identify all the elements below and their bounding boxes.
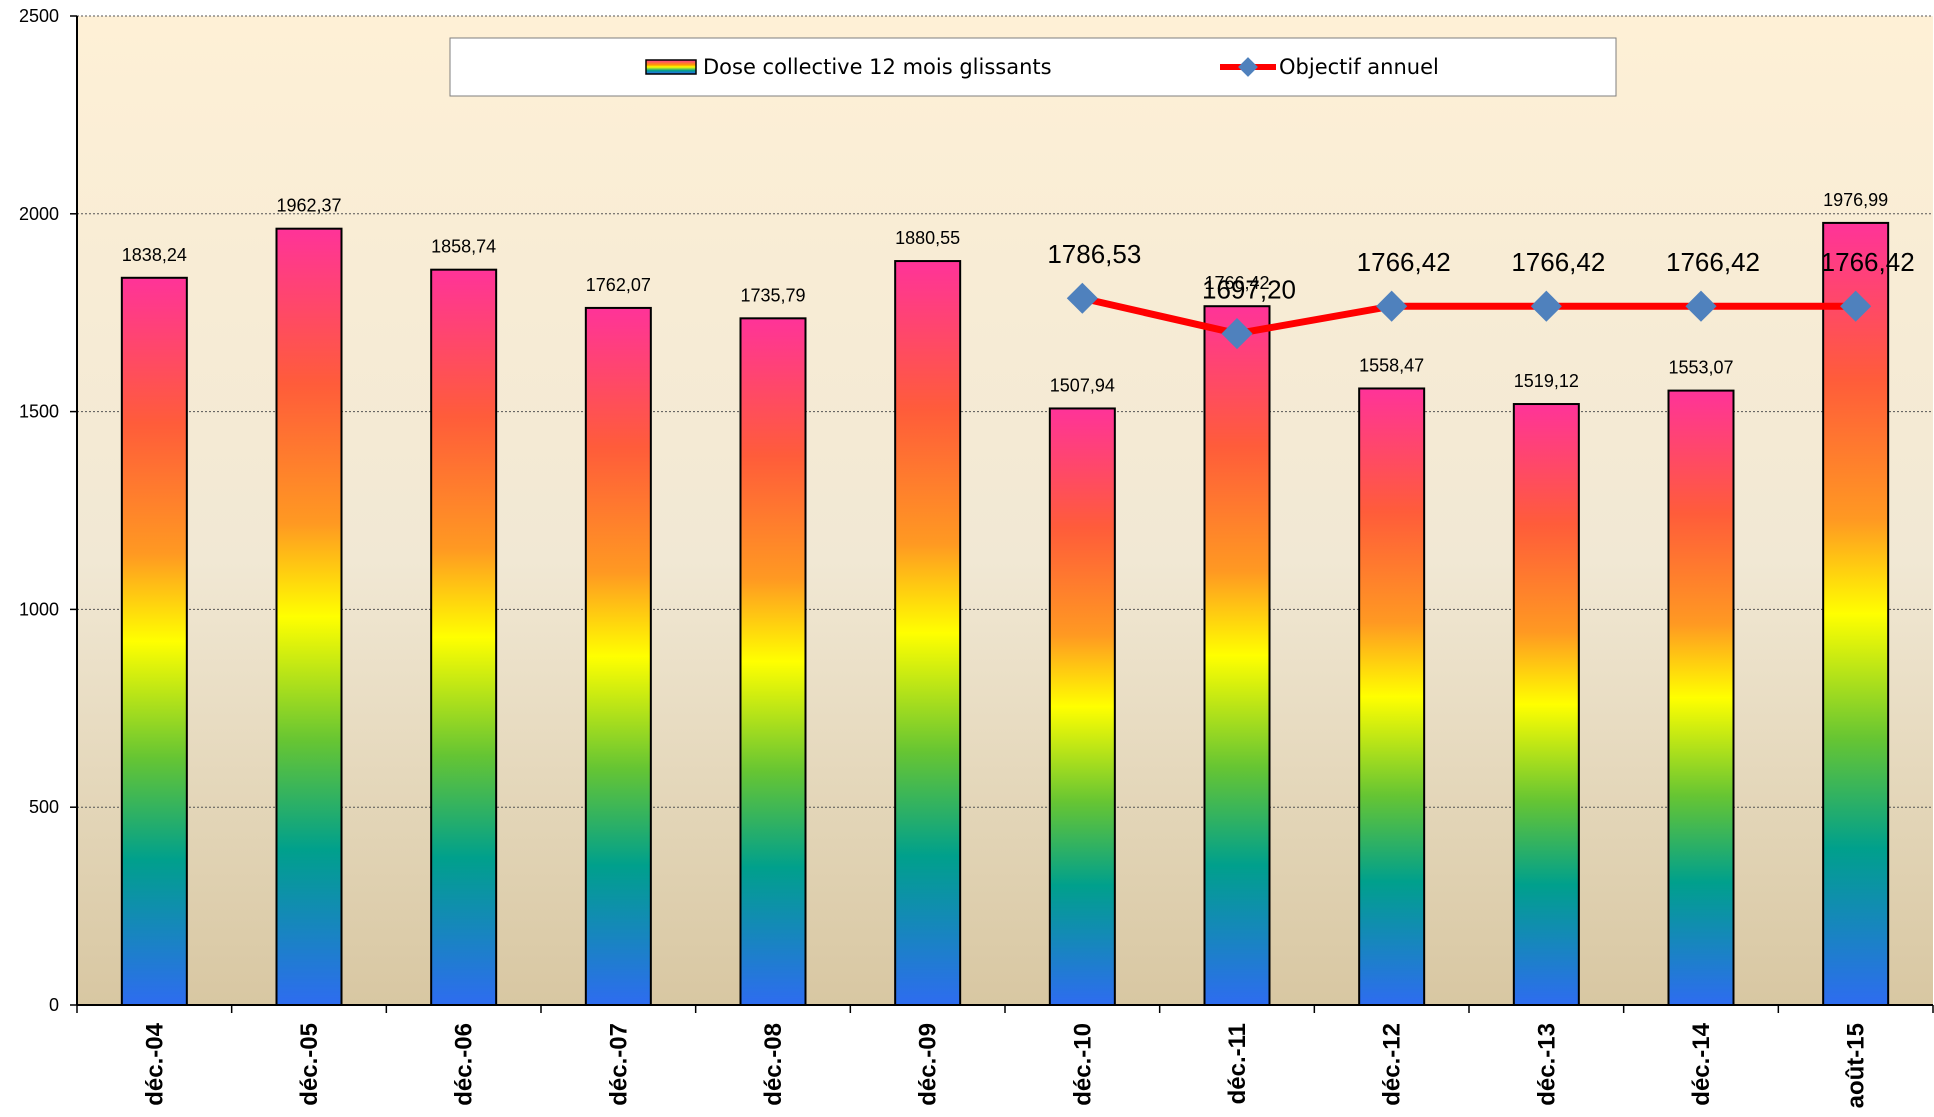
x-tick-label: déc.-06	[451, 1023, 478, 1106]
legend-dose-label: Dose collective 12 mois glissants	[703, 55, 1052, 79]
bar-value-label: 1962,37	[276, 196, 341, 216]
bar	[1205, 306, 1270, 1005]
bar	[895, 261, 960, 1005]
x-tick-label: déc.-05	[296, 1023, 323, 1106]
x-axis: déc.-04 déc.-05 déc.-06 déc.-07 déc.-08 déc.-…	[77, 1005, 1933, 1108]
y-tick-label: 1500	[19, 402, 59, 422]
x-tick-label: déc.-08	[760, 1023, 787, 1106]
bar-value-label: 1507,94	[1050, 375, 1115, 395]
objectif-value-label: 1766,42	[1666, 247, 1760, 277]
objectif-value-label: 1786,53	[1047, 239, 1141, 269]
bar-value-label: 1976,99	[1823, 190, 1888, 210]
y-tick-label: 2000	[19, 204, 59, 224]
bar-value-label: 1858,74	[431, 237, 496, 257]
bar-value-label: 1553,07	[1668, 358, 1733, 378]
bar	[1669, 391, 1734, 1005]
bar-value-label: 1735,79	[740, 285, 805, 305]
bar	[122, 278, 187, 1005]
legend-dose-swatch	[646, 60, 696, 74]
objectif-value-label: 1766,42	[1511, 247, 1605, 277]
x-tick-label: déc.-14	[1688, 1022, 1715, 1105]
x-tick-label: déc.-12	[1379, 1023, 1406, 1106]
bar-value-label: 1558,47	[1359, 355, 1424, 375]
bar	[1514, 404, 1579, 1005]
x-tick-label: déc.-11	[1224, 1023, 1251, 1104]
x-tick-label: déc.-04	[141, 1022, 168, 1105]
y-tick-label: 1000	[19, 599, 59, 619]
legend-objectif-label: Objectif annuel	[1279, 55, 1439, 79]
y-tick-label: 500	[29, 797, 59, 817]
bar	[1823, 223, 1888, 1005]
x-tick-label: déc.-10	[1069, 1023, 1096, 1106]
x-tick-label: déc.-13	[1533, 1023, 1560, 1106]
x-tick-label: déc.-09	[915, 1023, 942, 1106]
legend: Dose collective 12 mois glissants Object…	[450, 38, 1616, 96]
bar	[1050, 408, 1115, 1005]
objectif-value-label: 1766,42	[1357, 247, 1451, 277]
bar	[741, 318, 806, 1005]
y-axis: 0 500 1000 1500 2000 2500	[19, 6, 77, 1015]
plot-area	[77, 16, 1933, 1005]
objectif-value-label: 1766,42	[1821, 247, 1915, 277]
bar	[586, 308, 651, 1005]
bar-value-label: 1762,07	[586, 275, 651, 295]
bar	[1359, 388, 1424, 1005]
objectif-value-label: 1697,20	[1202, 275, 1296, 305]
y-tick-label: 2500	[19, 6, 59, 26]
bar-value-label: 1519,12	[1514, 371, 1579, 391]
bar	[277, 229, 342, 1005]
x-tick-label: août-15	[1843, 1023, 1870, 1108]
bar-value-label: 1838,24	[122, 245, 187, 265]
y-tick-label: 0	[49, 995, 59, 1015]
x-tick-label: déc.-07	[605, 1023, 632, 1106]
bar	[431, 270, 496, 1005]
bar-value-label: 1880,55	[895, 228, 960, 248]
